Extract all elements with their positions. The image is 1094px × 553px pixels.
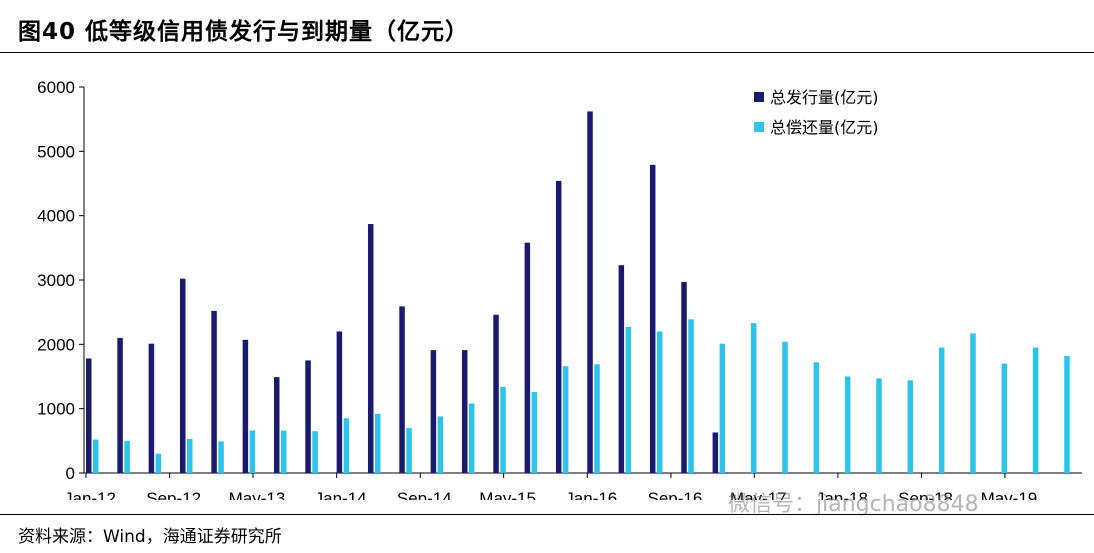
bar-issuance (524, 242, 531, 473)
bar-issuance (618, 265, 625, 473)
y-tick-label: 0 (66, 464, 75, 483)
x-tick-label: Sep-16 (648, 489, 703, 500)
bar-repayment (280, 430, 287, 473)
bar-repayment (562, 366, 569, 473)
bar-issuance (179, 278, 186, 473)
bar-repayment (406, 427, 412, 473)
x-tick-label: Sep-14 (397, 489, 452, 500)
bar-repayment (938, 347, 945, 473)
title-divider (0, 52, 1094, 53)
x-tick-label: Jan-18 (816, 489, 868, 500)
bar-issuance (336, 331, 343, 473)
bar-issuance (681, 281, 687, 473)
bar-repayment (374, 413, 381, 473)
bar-repayment (93, 439, 99, 473)
bar-chart: 0 1000 2000 3000 4000 5000 6000 Jan-12 Sep-12 May… (37, 78, 1082, 500)
bar-repayment (876, 378, 882, 473)
bar-repayment (625, 326, 632, 473)
bar-repayment (1001, 363, 1008, 473)
y-tick-label: 2000 (37, 335, 75, 354)
bar-issuance (305, 360, 311, 473)
bar-issuance (242, 339, 249, 473)
legend-label-repayment: 总偿还量(亿元) (770, 118, 879, 137)
y-tick-label: 1000 (37, 400, 75, 419)
bar-issuance (273, 377, 280, 473)
x-tick-label: Jan-16 (565, 489, 617, 500)
bar-repayment (186, 438, 193, 473)
bar-repayment (312, 431, 318, 473)
bar-issuance (399, 306, 405, 473)
y-tick-label: 3000 (37, 271, 75, 290)
bar-repayment (155, 453, 162, 473)
bar-repayment (343, 418, 350, 473)
bar-issuance (117, 337, 123, 473)
bar-repayment (500, 386, 506, 473)
bar-issuance (587, 111, 593, 474)
bar-issuance (712, 432, 719, 473)
bar-repayment (249, 430, 256, 473)
bar-repayment (844, 376, 851, 473)
bar-repayment (688, 319, 694, 473)
x-tick-label: Sep-12 (146, 489, 201, 500)
bar-repayment (437, 416, 444, 473)
bar-repayment (1064, 355, 1070, 473)
source-divider (0, 514, 1094, 515)
bar-issuance (649, 164, 656, 473)
legend-label-issuance: 总发行量(亿元) (770, 88, 879, 107)
bar-repayment (782, 341, 788, 473)
bar-issuance (367, 224, 374, 473)
legend-swatch-repayment (754, 122, 764, 132)
bar-repayment (124, 440, 130, 473)
y-tick-label: 6000 (37, 78, 75, 97)
x-tick-label: Jan-14 (315, 489, 367, 500)
bar-repayment (813, 362, 820, 473)
bar-issuance (555, 180, 562, 473)
bar-repayment (750, 323, 757, 473)
bar-repayment (656, 331, 663, 473)
x-tick-label: May-19 (981, 489, 1038, 500)
bar-repayment (907, 380, 914, 473)
figure-title: 图40 低等级信用债发行与到期量（亿元） (18, 19, 470, 45)
bar-repayment (1032, 347, 1039, 473)
y-tick-label: 5000 (37, 142, 75, 161)
bar-issuance (430, 350, 437, 473)
legend-swatch-issuance (754, 92, 764, 102)
bar-repayment (719, 343, 726, 473)
watermark: 微信号：jiangchao8848 (728, 492, 979, 517)
x-tick-label: May-13 (229, 489, 286, 500)
source-note: 资料来源：Wind，海通证券研究所 (18, 527, 282, 547)
x-tick-label: Sep-18 (898, 489, 953, 500)
bar-repayment (594, 364, 600, 473)
x-tick-label: May-15 (479, 489, 536, 500)
bar-issuance (86, 358, 92, 473)
bar-issuance (148, 343, 155, 473)
bar-issuance (493, 314, 499, 473)
bar-issuance (461, 350, 468, 473)
y-tick-label: 4000 (37, 207, 75, 226)
bar-repayment (218, 441, 224, 473)
bar-repayment (970, 333, 976, 473)
bar-repayment (531, 391, 538, 473)
x-tick-label: Jan-12 (64, 489, 116, 500)
bar-repayment (468, 403, 475, 473)
x-tick-label: May-17 (730, 489, 787, 500)
bar-issuance (211, 310, 217, 473)
